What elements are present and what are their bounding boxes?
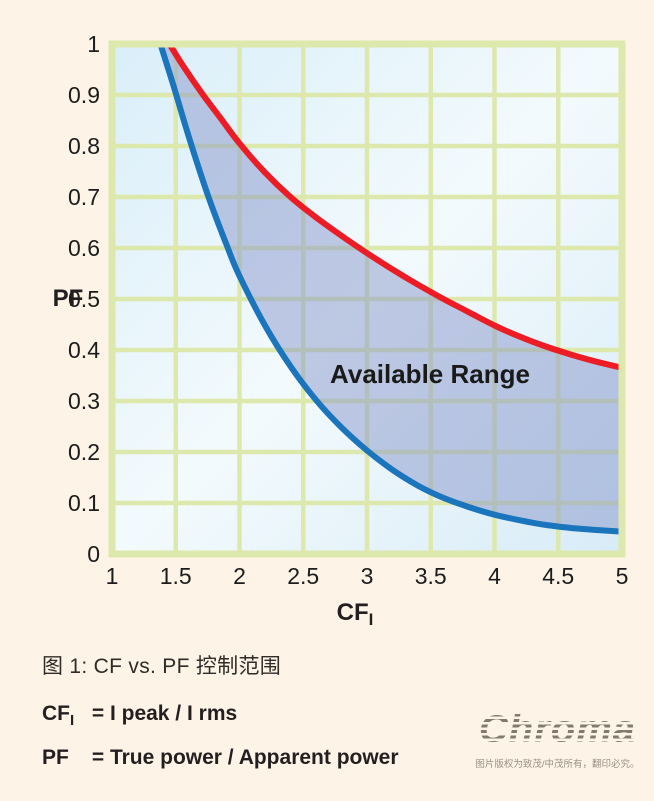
x-tick-label: 3 [361, 563, 374, 589]
available-range-area [160, 44, 622, 532]
limit-curves [157, 41, 625, 535]
cf-pf-chart: 1 0.9 0.8 0.7 0.6 0.5 0.4 0.3 0.2 0.1 0 1 1.5 2 2.5 3 3… [53, 31, 629, 629]
x-tick-label: 4.5 [542, 563, 574, 589]
formula-cf-label: CFI [42, 702, 75, 730]
x-tick-label: 4 [488, 563, 501, 589]
x-tick-label: 5 [616, 563, 629, 589]
y-tick-label: 1 [87, 31, 100, 57]
y-tick-label: 0.6 [68, 235, 100, 261]
chroma-logo-watermark: 图片版权为致茂/中茂所有，翻印必究。 [475, 759, 640, 770]
y-tick-label: 0 [87, 541, 100, 567]
upper-limit-curve [166, 41, 625, 371]
y-axis-title: PF [53, 285, 84, 312]
y-tick-label: 0.2 [68, 439, 100, 465]
formula-cf: CFI = I peak / I rms [42, 702, 237, 729]
lower-limit-curve [157, 41, 625, 535]
x-tick-label: 1.5 [160, 563, 192, 589]
x-tick-label: 2.5 [287, 563, 319, 589]
chroma-logo-text: Chroma [478, 707, 637, 751]
x-tick-label: 2 [233, 563, 246, 589]
x-axis-tick-labels: 1 1.5 2 2.5 3 3.5 4 4.5 5 [106, 563, 629, 589]
formula-pf-definition: = True power / Apparent power [91, 746, 399, 769]
available-range-annotation: Available Range [330, 359, 530, 389]
y-tick-label: 0.3 [68, 388, 100, 414]
x-axis-title: CFI [337, 599, 374, 629]
chroma-logo: Chroma 图片版权为致茂/中茂所有，翻印必究。 [470, 708, 645, 774]
available-range-fill [160, 44, 622, 532]
formula-pf: PF = True power / Apparent power [42, 746, 399, 773]
y-tick-label: 0.9 [68, 82, 100, 108]
y-tick-label: 0.5 [68, 286, 100, 312]
formula-pf-label: PF [42, 746, 69, 769]
x-tick-label: 3.5 [415, 563, 447, 589]
y-tick-label: 0.8 [68, 133, 100, 159]
y-tick-label: 0.4 [68, 337, 100, 363]
x-tick-label: 1 [106, 563, 119, 589]
y-axis-tick-labels: 1 0.9 0.8 0.7 0.6 0.5 0.4 0.3 0.2 0.1 0 [68, 31, 100, 567]
figure-caption: 图 1: CF vs. PF 控制范围 [42, 655, 282, 678]
y-tick-label: 0.7 [68, 184, 100, 210]
y-tick-label: 0.1 [68, 490, 100, 516]
formula-cf-definition: = I peak / I rms [91, 702, 238, 725]
plot-frame [108, 40, 626, 558]
